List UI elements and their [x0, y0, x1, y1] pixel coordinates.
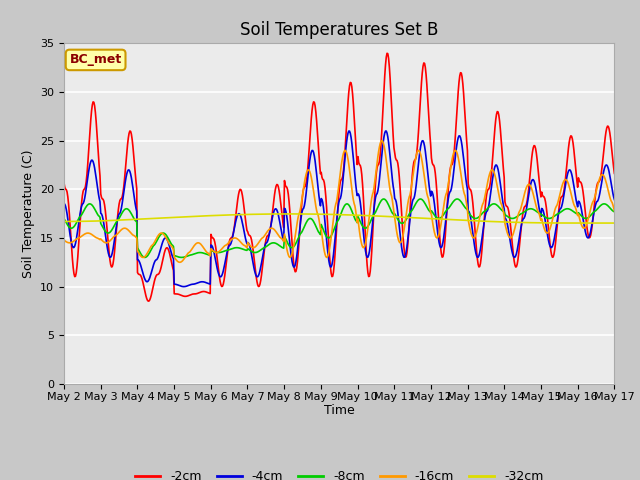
Legend: -2cm, -4cm, -8cm, -16cm, -32cm: -2cm, -4cm, -8cm, -16cm, -32cm: [130, 465, 548, 480]
X-axis label: Time: Time: [324, 405, 355, 418]
Title: Soil Temperatures Set B: Soil Temperatures Set B: [240, 21, 438, 39]
Text: BC_met: BC_met: [70, 53, 122, 66]
Y-axis label: Soil Temperature (C): Soil Temperature (C): [22, 149, 35, 278]
